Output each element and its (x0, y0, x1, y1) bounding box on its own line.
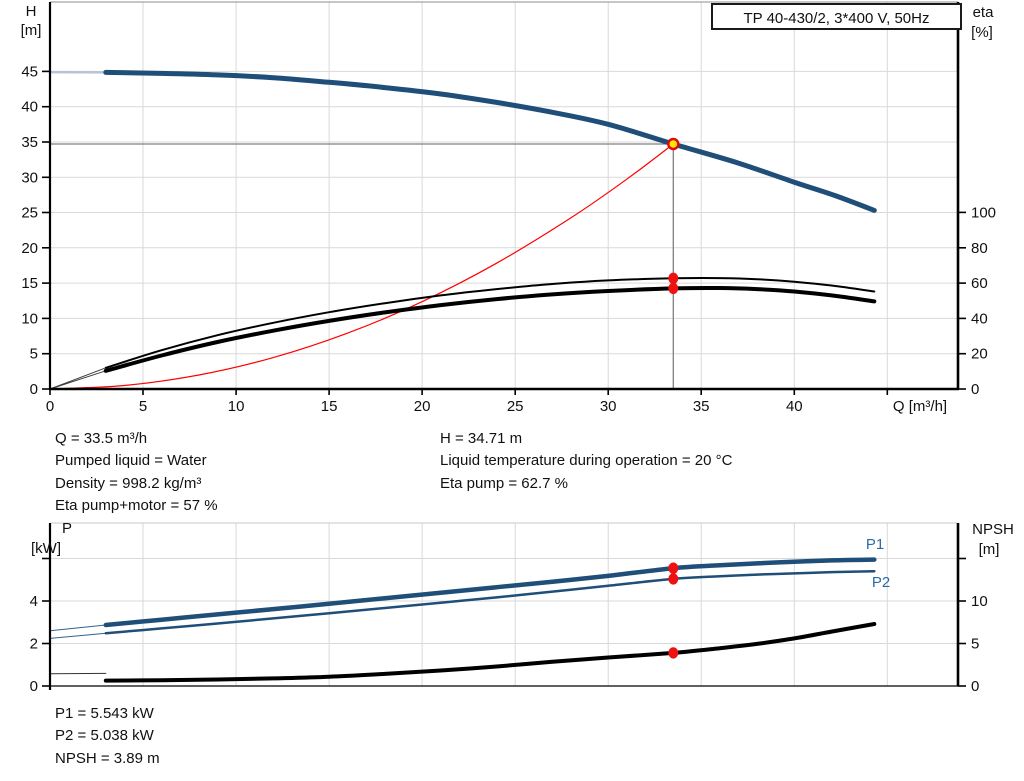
system-curve (49, 143, 674, 390)
info-line: Eta pump = 62.7 % (440, 474, 568, 492)
tick-label: 10 (971, 593, 988, 610)
eta-pump-curve (104, 277, 876, 369)
tick-label: 5 (30, 346, 38, 363)
power-info: P1 = 5.543 kW P2 = 5.038 kW NPSH = 3.89 … (55, 703, 160, 770)
tick-label: 25 (507, 398, 524, 415)
info-line: P2 = 5.038 kW (55, 727, 154, 745)
tick-label: 100 (971, 204, 996, 221)
h-axis-label: H (25, 3, 37, 20)
tick-label: 25 (21, 205, 38, 222)
qh-eta-chart: 0 5 10 15 20 25 30 35 40 45 0 20 40 60 80 100 0 5 10 15 20 25… (21, 1, 996, 415)
tick-label: 10 (228, 398, 245, 415)
h-curve (103, 69, 877, 213)
eta-axis-label: eta (972, 4, 994, 21)
tick-label: 0 (30, 381, 38, 398)
tick-label: 20 (21, 240, 38, 257)
tick-label: 20 (414, 398, 431, 415)
tick-label: 15 (21, 275, 38, 292)
npsh-curve (103, 622, 877, 683)
value-dot (668, 272, 679, 284)
p-axis-unit-label: [kW] (31, 540, 61, 557)
operating-point-marker[interactable] (667, 137, 680, 151)
tick-label: 4 (30, 593, 38, 610)
tick-label: 10 (21, 310, 38, 327)
info-line: Pumped liquid = Water (55, 452, 207, 470)
npsh-axis-label: NPSH (972, 521, 1014, 538)
p2-curve-label: P2 (871, 574, 891, 591)
tick-label: 20 (971, 346, 988, 363)
info-line: H = 34.71 m (440, 430, 523, 447)
value-dot (668, 282, 679, 295)
q-axis-label: Q [m³/h] (892, 398, 948, 415)
info-line: Density = 998.2 kg/m³ (55, 474, 202, 492)
info-line: P1 = 5.543 kW (55, 705, 154, 722)
eta-axis-unit-label: [%] (971, 24, 993, 41)
npsh-axis-unit-label: [m] (978, 541, 1000, 558)
tick-label: 80 (971, 240, 988, 257)
tick-label: 2 (30, 636, 38, 653)
info-line: Q = 33.5 m³/h (55, 430, 148, 447)
p1-curve-label: P1 (865, 536, 885, 553)
p1-curve-lead (49, 624, 107, 632)
value-dot (668, 562, 679, 574)
p2-curve-lead (49, 632, 107, 639)
info-line: Liquid temperature during operation = 20… (440, 452, 733, 470)
tick-label: 60 (971, 275, 988, 292)
info-line: Eta pump+motor = 57 % (55, 496, 218, 514)
tick-label: 40 (971, 310, 988, 327)
h-axis-unit-label: [m] (20, 22, 42, 39)
tick-label: 0 (971, 381, 979, 398)
tick-label: 15 (321, 398, 338, 415)
p1-curve (103, 557, 877, 628)
value-dot (668, 647, 679, 659)
tick-label: 40 (786, 398, 803, 415)
p-axis-label: P (61, 520, 72, 537)
tick-label: 0 (46, 398, 54, 415)
tick-label: 0 (30, 678, 38, 695)
tick-label: 5 (971, 636, 979, 653)
pump-title-box: TP 40-430/2, 3*400 V, 50Hz (711, 3, 962, 30)
value-dot (668, 573, 679, 585)
tick-label: 30 (600, 398, 617, 415)
duty-info-right: H = 34.71 m Liquid temperature during op… (440, 428, 732, 495)
duty-info-left: Q = 33.5 m³/h Pumped liquid = Water Dens… (55, 428, 218, 517)
power-npsh-chart: 0 2 4 0 5 10 (30, 522, 988, 695)
tick-label: 35 (693, 398, 710, 415)
info-line: NPSH = 3.89 m (55, 749, 160, 767)
eta-pump-motor-curve (103, 285, 877, 373)
tick-label: 45 (21, 63, 38, 80)
tick-label: 35 (21, 134, 38, 151)
p2-curve (104, 569, 876, 635)
tick-label: 30 (21, 169, 38, 186)
eta-pump-motor-curve-lead (49, 370, 107, 390)
tick-label: 0 (971, 678, 979, 695)
tick-label: 40 (21, 99, 38, 116)
tick-label: 5 (139, 398, 147, 415)
